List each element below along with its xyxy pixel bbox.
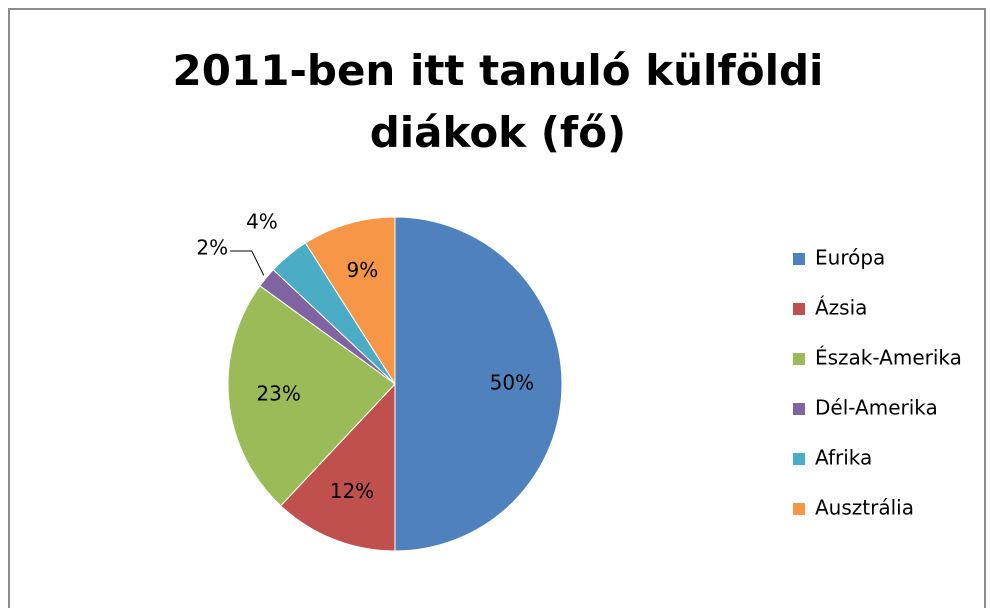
data-label: 4% xyxy=(246,210,278,234)
leader-line xyxy=(230,250,265,276)
legend-label: Európa xyxy=(815,246,885,270)
chart-title: 2011-ben itt tanuló külföldi diákok (fő) xyxy=(172,46,824,157)
legend-label: Afrika xyxy=(815,446,872,470)
legend-swatch xyxy=(793,303,805,315)
pie-slice xyxy=(304,216,396,386)
legend-swatch xyxy=(793,403,805,415)
legend-swatch xyxy=(793,503,805,515)
pie-slice xyxy=(227,285,396,507)
chart-frame xyxy=(8,8,986,608)
legend-label: Dél-Amerika xyxy=(815,396,938,420)
data-label: 9% xyxy=(347,258,379,282)
data-label: 12% xyxy=(330,479,374,503)
legend-label: Észak-Amerika xyxy=(815,346,962,370)
data-label: 23% xyxy=(256,382,300,406)
data-label: 50% xyxy=(490,371,534,395)
legend-swatch xyxy=(793,353,805,365)
pie-slice xyxy=(394,216,563,552)
data-label: 2% xyxy=(196,235,228,259)
legend-label: Ausztrália xyxy=(815,496,914,520)
pie-slice xyxy=(279,382,396,552)
legend-swatch xyxy=(793,253,805,265)
legend-swatch xyxy=(793,453,805,465)
legend-label: Ázsia xyxy=(815,296,867,320)
